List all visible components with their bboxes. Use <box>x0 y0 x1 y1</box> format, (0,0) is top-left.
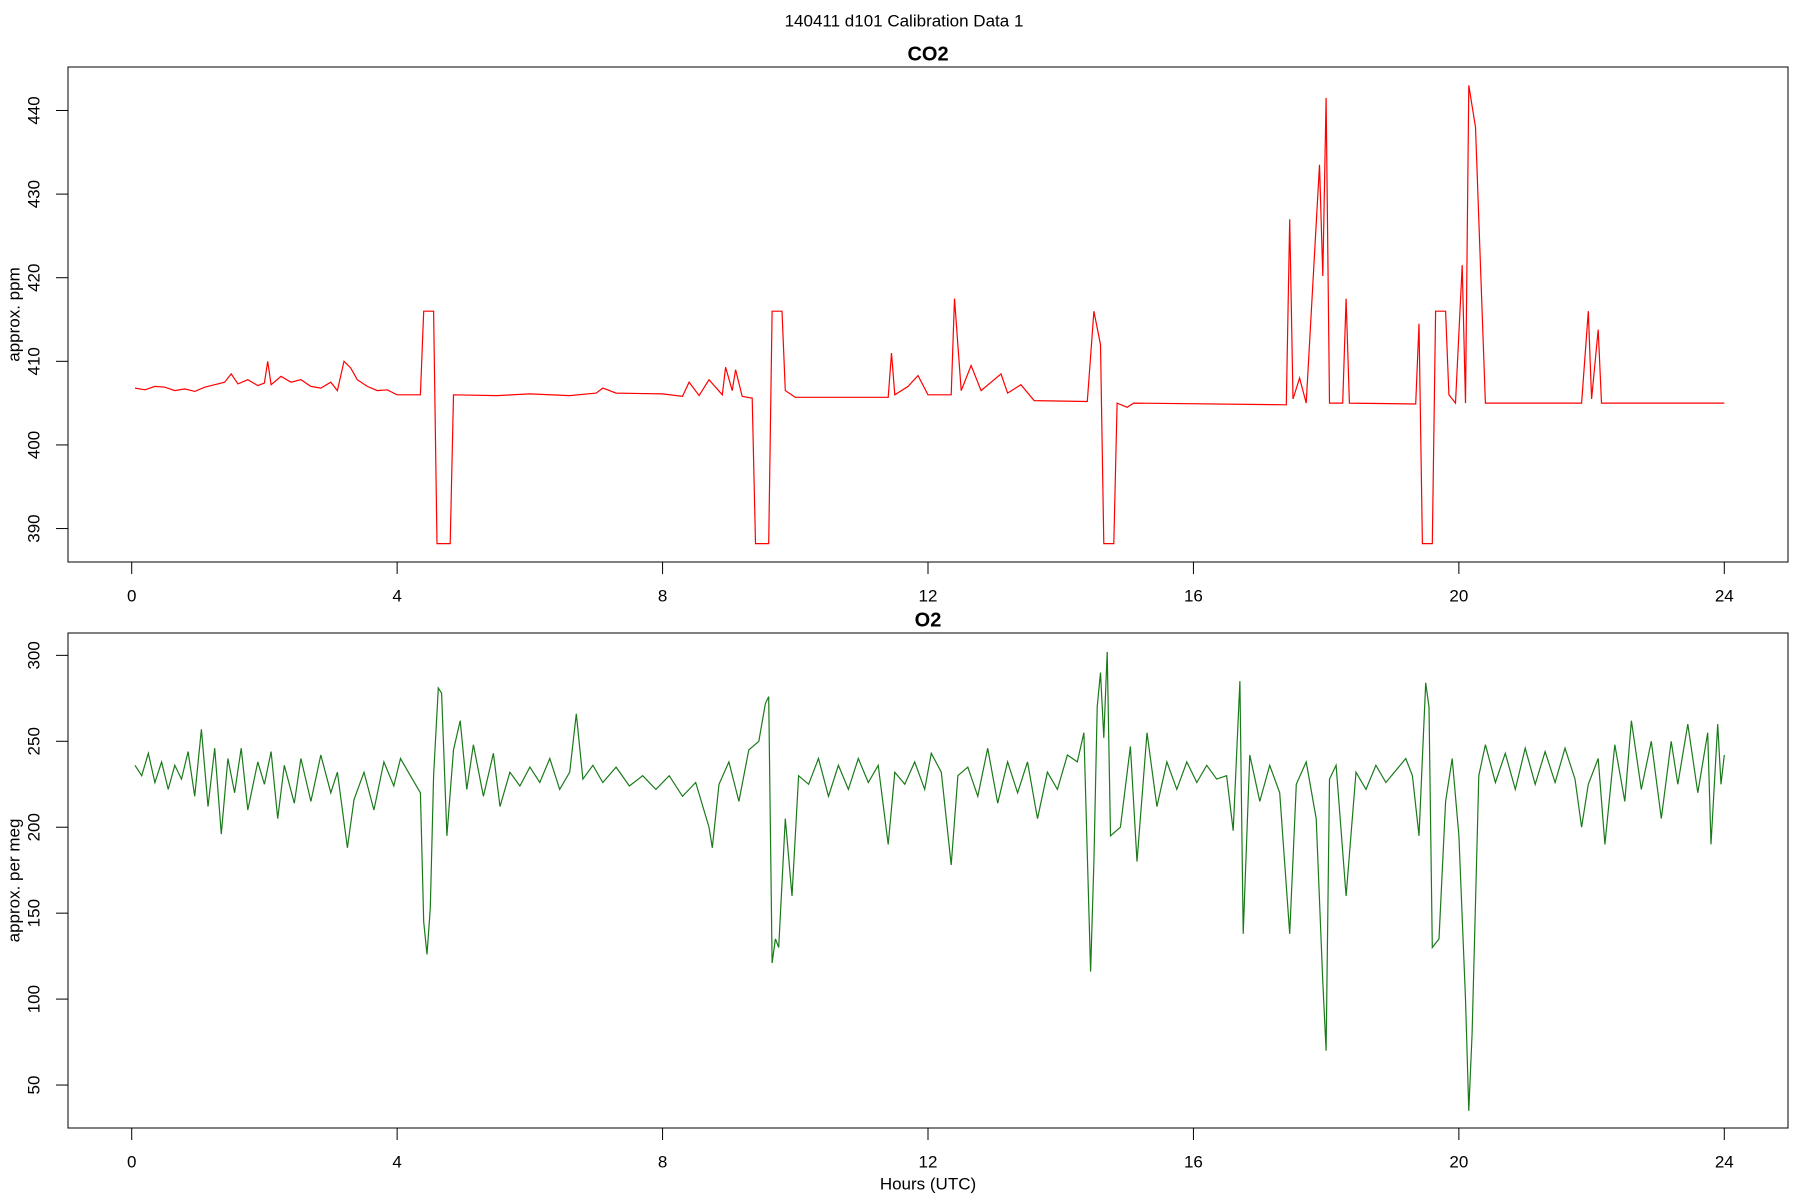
y-tick-label: 200 <box>24 813 43 841</box>
x-tick-label: 12 <box>919 586 938 605</box>
x-tick-label: 4 <box>392 586 401 605</box>
x-tick-label: 8 <box>658 1152 667 1171</box>
x-tick-label: 20 <box>1449 586 1468 605</box>
plot-frame <box>67 66 1789 563</box>
panel-title: CO2 <box>907 43 948 65</box>
y-tick-label: 250 <box>24 727 43 755</box>
x-tick-label: 12 <box>919 1152 938 1171</box>
y-tick-label: 400 <box>24 431 43 459</box>
x-tick-label: 16 <box>1184 1152 1203 1171</box>
x-tick-label: 16 <box>1184 586 1203 605</box>
y-tick-label: 150 <box>24 899 43 927</box>
y-tick-label: 100 <box>24 985 43 1013</box>
y-tick-label: 390 <box>24 514 43 542</box>
x-tick-label: 0 <box>127 1152 136 1171</box>
x-tick-label: 20 <box>1449 1152 1468 1171</box>
x-tick-label: 4 <box>392 1152 401 1171</box>
data-line <box>134 651 1725 1111</box>
y-tick-label: 50 <box>24 1076 43 1095</box>
y-tick-label: 430 <box>24 180 43 208</box>
panel-title: O2 <box>915 609 942 631</box>
y-tick-label: 440 <box>24 96 43 124</box>
figure-title: 140411 d101 Calibration Data 1 <box>785 11 1024 30</box>
y-tick-label: 420 <box>24 264 43 292</box>
y-tick-label: 410 <box>24 347 43 375</box>
data-line <box>134 85 1725 545</box>
x-tick-label: 0 <box>127 586 136 605</box>
x-axis-label: Hours (UTC) <box>880 1174 976 1193</box>
y-axis-label: approx. per meg <box>4 819 23 943</box>
x-tick-label: 8 <box>658 586 667 605</box>
y-axis-label: approx. ppm <box>4 267 23 362</box>
y-tick-label: 300 <box>24 641 43 669</box>
plot-frame <box>67 632 1789 1129</box>
x-tick-label: 24 <box>1715 1152 1734 1171</box>
x-tick-label: 24 <box>1715 586 1734 605</box>
